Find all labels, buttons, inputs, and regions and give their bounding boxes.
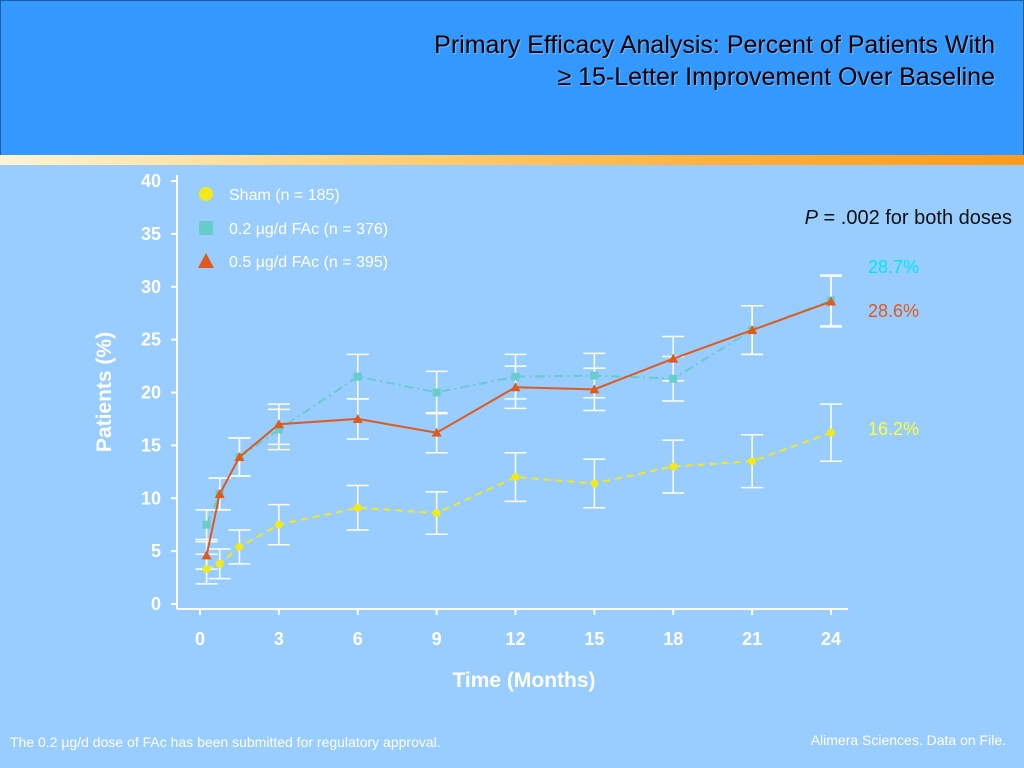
data-point-sham [202,565,211,574]
x-tick-label: 24 [821,629,841,649]
data-point-high-dose [510,382,521,392]
data-point-low-dose [590,371,599,380]
x-tick-label: 0 [195,629,205,649]
y-tick-label: 25 [141,330,161,350]
p-value-text: = .002 for both doses [817,207,1012,229]
x-tick-label: 12 [505,629,525,649]
y-axis-title: Patients (%) [93,332,116,452]
data-point-high-dose [431,427,442,437]
x-tick-label: 9 [432,629,442,649]
data-point-high-dose [234,452,245,462]
legend-marker-sham [199,187,213,201]
x-tick-label: 3 [274,629,284,649]
series-line-low-dose [205,299,832,526]
y-tick-label: 40 [141,171,161,191]
data-point-high-dose [273,419,284,429]
data-point-low-dose [202,520,211,529]
y-tick-label: 10 [141,488,161,508]
data-point-sham [827,428,835,437]
legend-label-sham: Sham (n = 185) [229,187,340,204]
data-point-high-dose [352,413,363,423]
x-tick-label: 18 [663,629,683,649]
footnote-source: Alimera Sciences. Data on File. [810,732,1006,748]
data-point-high-dose [826,296,836,306]
data-point-high-dose [747,325,758,335]
footnote-regulatory: The 0.2 µg/d dose of FAc has been submit… [10,734,441,750]
data-point-low-dose [511,372,520,381]
header-accent-bar [0,155,1024,165]
data-point-low-dose [353,372,362,381]
slide-title-line-1: Primary Efficacy Analysis: Percent of Pa… [434,31,995,59]
slide-header: Primary Efficacy Analysis: Percent of Pa… [0,0,1024,156]
end-label-sham: 16.2% [868,419,920,439]
data-point-sham [669,462,678,471]
data-point-high-dose [214,489,225,499]
end-label-low-dose: 28.7% [868,257,920,277]
y-tick-label: 0 [151,594,161,614]
data-point-high-dose [201,550,212,560]
x-tick-label: 21 [742,629,762,649]
data-point-sham [274,520,283,529]
x-tick-label: 15 [584,629,604,649]
data-point-high-dose [589,384,600,394]
data-point-low-dose [432,388,441,397]
y-tick-label: 5 [151,541,161,561]
legend-marker-high-dose [198,253,214,268]
end-label-high-dose: 28.6% [868,301,920,321]
data-point-sham [235,542,244,551]
y-tick-label: 35 [141,224,161,244]
x-axis-title: Time (Months) [452,669,595,692]
data-point-sham [353,503,362,512]
legend-label-low-dose: 0.2 µg/d FAc (n = 376) [229,221,388,238]
data-point-low-dose [669,374,678,383]
legend-label-high-dose: 0.5 µg/d FAc (n = 395) [229,254,388,271]
legend-marker-low-dose [199,221,213,235]
y-tick-label: 30 [141,277,161,297]
data-point-sham [748,457,757,466]
p-value-annotation: P = .002 for both doses [805,207,1012,230]
data-point-low-dose [274,425,283,434]
slide-title-line-2: ≥ 15-Letter Improvement Over Baseline [557,63,995,91]
y-tick-label: 15 [141,435,161,455]
data-point-sham [511,473,520,482]
p-symbol: P [804,207,818,229]
x-tick-label: 6 [353,629,363,649]
data-point-sham [215,559,224,568]
data-point-sham [432,509,441,518]
data-point-sham [590,479,599,488]
data-point-high-dose [668,353,679,363]
y-tick-label: 20 [141,383,161,403]
